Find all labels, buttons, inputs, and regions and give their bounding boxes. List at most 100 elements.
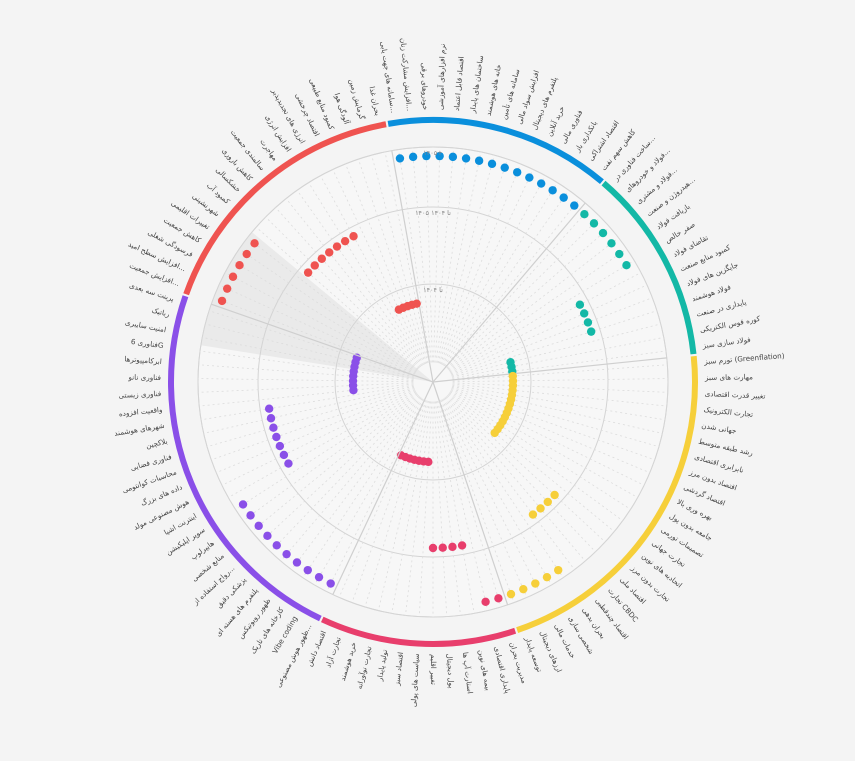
item-spoke bbox=[205, 323, 415, 378]
item-label: فولاد سازی سبز bbox=[701, 335, 751, 350]
item-spoke bbox=[326, 399, 425, 592]
item-spoke bbox=[448, 393, 623, 522]
item-spoke bbox=[251, 394, 419, 532]
item-spoke bbox=[441, 399, 540, 592]
item-label: نرم افزارهای آموزشی bbox=[435, 43, 447, 110]
item-label: امنیت سایبری bbox=[124, 318, 166, 335]
data-point bbox=[559, 193, 568, 202]
item-spoke bbox=[371, 155, 429, 364]
item-spoke bbox=[452, 385, 663, 434]
data-point bbox=[490, 428, 499, 438]
data-point bbox=[622, 260, 631, 270]
data-point bbox=[506, 589, 516, 599]
data-point bbox=[607, 239, 616, 248]
ring-label-2: ۱۴۰۵ تا ۱۴۰۴ bbox=[415, 209, 451, 217]
data-point bbox=[525, 173, 534, 182]
item-spoke bbox=[436, 401, 475, 614]
item-label: واقعیت افزوده bbox=[118, 405, 162, 418]
sector-divider bbox=[432, 202, 586, 383]
item-spoke bbox=[199, 350, 414, 380]
data-point bbox=[349, 232, 358, 241]
item-label: بحران غذا bbox=[368, 86, 383, 117]
item-spoke bbox=[231, 260, 417, 373]
item-label: تغییر اقلیم bbox=[429, 654, 438, 685]
item-label: استارت آپ ها bbox=[461, 651, 476, 694]
data-point bbox=[575, 300, 585, 309]
item-label: گرمایش زمین bbox=[347, 78, 367, 121]
item-spoke bbox=[216, 389, 416, 474]
item-spoke bbox=[332, 169, 426, 365]
data-point bbox=[598, 228, 608, 238]
item-spoke bbox=[452, 350, 667, 380]
item-spoke bbox=[211, 388, 415, 461]
item-spoke bbox=[203, 385, 414, 434]
item-spoke bbox=[338, 399, 426, 598]
item-label: ساختمان های پایدار bbox=[468, 55, 486, 115]
item-spoke bbox=[377, 400, 429, 611]
item-label: فناوری نانو bbox=[127, 373, 161, 382]
data-point bbox=[272, 432, 281, 442]
data-point bbox=[292, 558, 302, 567]
item-label: مدیریت بحران bbox=[508, 641, 529, 685]
data-point bbox=[264, 404, 274, 413]
data-point bbox=[500, 163, 509, 172]
item-spoke bbox=[448, 237, 619, 371]
item-spoke bbox=[449, 260, 635, 373]
item-spoke bbox=[452, 378, 668, 383]
item-spoke bbox=[433, 147, 441, 363]
item-spoke bbox=[447, 395, 606, 543]
item-spoke bbox=[451, 323, 661, 378]
item-spoke bbox=[302, 398, 423, 578]
item-spoke bbox=[439, 400, 515, 603]
item-spoke bbox=[451, 388, 655, 461]
item-spoke bbox=[418, 401, 433, 617]
item-label: شهرهای هوشمند bbox=[114, 421, 166, 438]
data-point bbox=[246, 511, 255, 520]
sector-divider bbox=[432, 357, 667, 383]
data-point bbox=[487, 159, 497, 169]
item-label: آلودگی هوا bbox=[333, 92, 353, 127]
item-spoke bbox=[450, 390, 645, 486]
item-spoke bbox=[200, 384, 414, 421]
ring-circle-1 bbox=[334, 283, 532, 481]
data-point bbox=[512, 168, 522, 177]
item-spoke bbox=[438, 159, 508, 364]
data-point bbox=[254, 521, 263, 531]
data-point bbox=[461, 154, 471, 163]
data-point bbox=[548, 186, 557, 195]
data-point bbox=[457, 541, 467, 550]
item-spoke bbox=[452, 337, 664, 379]
data-point bbox=[531, 579, 540, 588]
data-point bbox=[303, 565, 312, 575]
data-point bbox=[279, 450, 289, 460]
data-point bbox=[238, 500, 248, 509]
ring-label-1: تا ۱۴۰۴ bbox=[423, 286, 443, 294]
item-spoke bbox=[433, 401, 448, 617]
data-point bbox=[438, 543, 447, 552]
item-spoke bbox=[442, 175, 546, 365]
data-point bbox=[428, 543, 438, 553]
item-label: توسعه پایدار bbox=[523, 635, 544, 674]
data-point bbox=[217, 296, 227, 306]
item-label: کوره قوس الکتریکی bbox=[699, 314, 761, 335]
data-point bbox=[408, 152, 418, 162]
item-label: تورم سبز (Greenflation) bbox=[703, 351, 785, 366]
data-point bbox=[263, 531, 272, 541]
item-spoke bbox=[449, 392, 631, 510]
item-label: پول دیجیتال bbox=[445, 653, 456, 688]
data-point bbox=[586, 327, 596, 336]
item-label: اقتصاد سبز bbox=[392, 652, 405, 687]
item-spoke bbox=[452, 364, 668, 381]
data-point bbox=[340, 236, 350, 246]
item-label: افزایش مشارکت زنان... bbox=[399, 38, 414, 112]
data-point bbox=[494, 594, 503, 603]
item-spoke bbox=[296, 190, 422, 367]
item-spoke bbox=[438, 400, 502, 608]
data-point bbox=[528, 510, 538, 519]
item-spoke bbox=[450, 272, 642, 374]
item-spoke bbox=[198, 382, 414, 393]
item-spoke bbox=[221, 390, 416, 486]
item-spoke bbox=[452, 383, 667, 407]
item-spoke bbox=[280, 396, 421, 562]
item-label: مهارت های سبز bbox=[704, 372, 753, 382]
